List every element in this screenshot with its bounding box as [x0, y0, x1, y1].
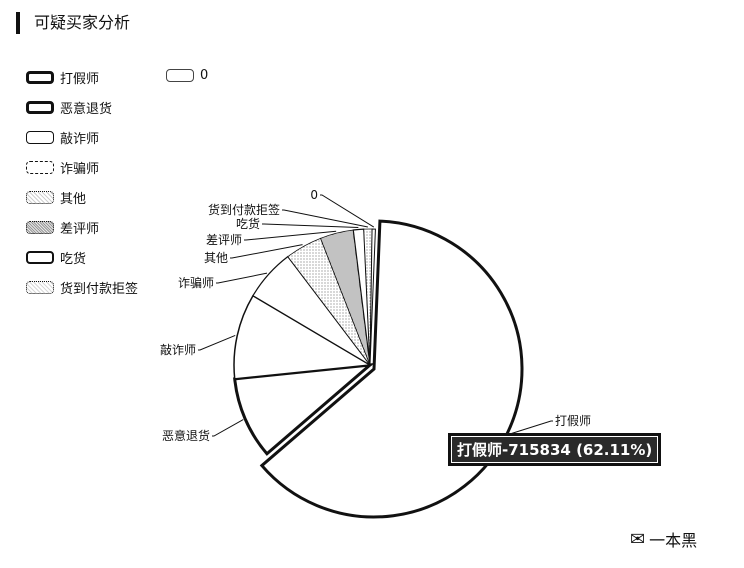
- legend-label: 打假师: [60, 72, 100, 87]
- legend-swatch-icon: [26, 191, 54, 204]
- slice-label-7: 货到付款拒签: [208, 202, 280, 217]
- legend-label: 货到付款拒签: [60, 282, 139, 297]
- legend-label: 恶意退货: [60, 102, 113, 117]
- legend-swatch-icon: [26, 281, 54, 294]
- legend-item-6[interactable]: 吃货: [26, 248, 86, 267]
- legend-swatch-icon: [26, 101, 54, 114]
- leader-line-8: [320, 194, 375, 228]
- legend-item-2[interactable]: 敲诈师: [26, 128, 99, 147]
- pie-slice-8[interactable]: [369, 228, 376, 366]
- legend-swatch-icon: [26, 161, 54, 174]
- slice-label-3: 诈骗师: [178, 275, 214, 290]
- slice-label-6: 吃货: [236, 216, 260, 231]
- leader-line-7: [282, 209, 368, 228]
- slice-label-2: 敲诈师: [160, 342, 196, 357]
- slice-label-4: 其他: [204, 251, 228, 265]
- chart-title: 可疑买家分析: [16, 12, 130, 34]
- tooltip: 打假师-715834 (62.11%): [448, 433, 662, 466]
- leader-line-4: [230, 244, 303, 259]
- legend-label: 差评师: [60, 222, 100, 237]
- legend-item-0[interactable]: 打假师: [26, 68, 99, 87]
- legend-item-4[interactable]: 其他: [26, 188, 86, 207]
- legend-swatch-icon: [26, 221, 54, 234]
- watermark: ✉ 一本黑: [630, 527, 697, 551]
- leader-line-1: [212, 419, 244, 437]
- wechat-icon: ✉: [630, 528, 646, 550]
- slice-label-8: 0: [310, 188, 318, 202]
- pie-slice-1[interactable]: [233, 363, 375, 456]
- legend-swatch-icon: [26, 251, 54, 264]
- slice-label-5: 差评师: [206, 233, 242, 247]
- slice-label-1: 恶意退货: [162, 428, 210, 443]
- legend-label: 敲诈师: [60, 132, 100, 147]
- legend-item-8[interactable]: 0: [166, 68, 208, 83]
- legend-swatch-icon: [26, 131, 54, 144]
- legend-label: 0: [200, 68, 209, 83]
- legend-label: 其他: [60, 192, 87, 207]
- legend-label: 吃货: [60, 252, 87, 267]
- legend-item-1[interactable]: 恶意退货: [26, 98, 112, 117]
- slice-label-0: 打假师: [555, 414, 591, 428]
- legend-item-3[interactable]: 诈骗师: [26, 158, 99, 177]
- legend-item-7[interactable]: 货到付款拒签: [26, 278, 138, 297]
- leader-line-2: [198, 334, 236, 351]
- pie-slice-2[interactable]: [233, 294, 373, 380]
- leader-line-6: [262, 223, 359, 228]
- legend-swatch-icon: [26, 71, 54, 84]
- watermark-text: 一本黑: [649, 531, 698, 550]
- leader-line-3: [216, 272, 268, 284]
- leader-line-0: [508, 420, 553, 435]
- leader-line-5: [244, 230, 337, 241]
- legend-swatch-icon: [166, 69, 194, 82]
- legend-label: 诈骗师: [60, 162, 100, 177]
- legend-item-5[interactable]: 差评师: [26, 218, 99, 237]
